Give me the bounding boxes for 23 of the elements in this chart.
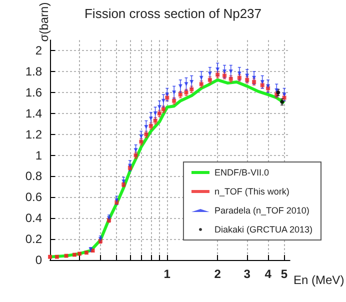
legend-label: Paradela (n_TOF 2010) xyxy=(214,206,310,216)
y-axis-title: σ(barn) xyxy=(37,2,51,42)
y-tick-label: 1 xyxy=(35,148,42,162)
legend-label: ENDF/B-VII.0 xyxy=(214,168,269,178)
y-tick-label: 0.6 xyxy=(25,190,42,204)
x-tick-label: 3 xyxy=(244,267,251,281)
x-axis-title: En (MeV) xyxy=(294,273,344,287)
y-tick-label: 1.2 xyxy=(25,127,42,142)
y-tick-label: 0 xyxy=(35,253,42,267)
y-tick-label: 2 xyxy=(35,44,42,58)
y-tick-label: 1.4 xyxy=(25,106,42,120)
x-tick-label: 1 xyxy=(164,267,171,281)
legend-label: Diakaki (GRCTUA 2013) xyxy=(214,224,313,234)
y-tick-label: 1.8 xyxy=(25,64,42,79)
chart-title: Fission cross section of Np237 xyxy=(84,6,262,21)
y-tick-label: 1.6 xyxy=(25,85,42,100)
x-tick-label: 2 xyxy=(214,267,222,281)
y-tick-label: 0.2 xyxy=(25,232,42,246)
x-tick-label: 5 xyxy=(280,267,288,281)
y-tick-label: 0.8 xyxy=(25,169,42,184)
x-tick-label: 4 xyxy=(264,267,272,281)
legend-label: n_TOF (This work) xyxy=(214,186,290,196)
y-tick-label: 0.4 xyxy=(25,211,42,226)
